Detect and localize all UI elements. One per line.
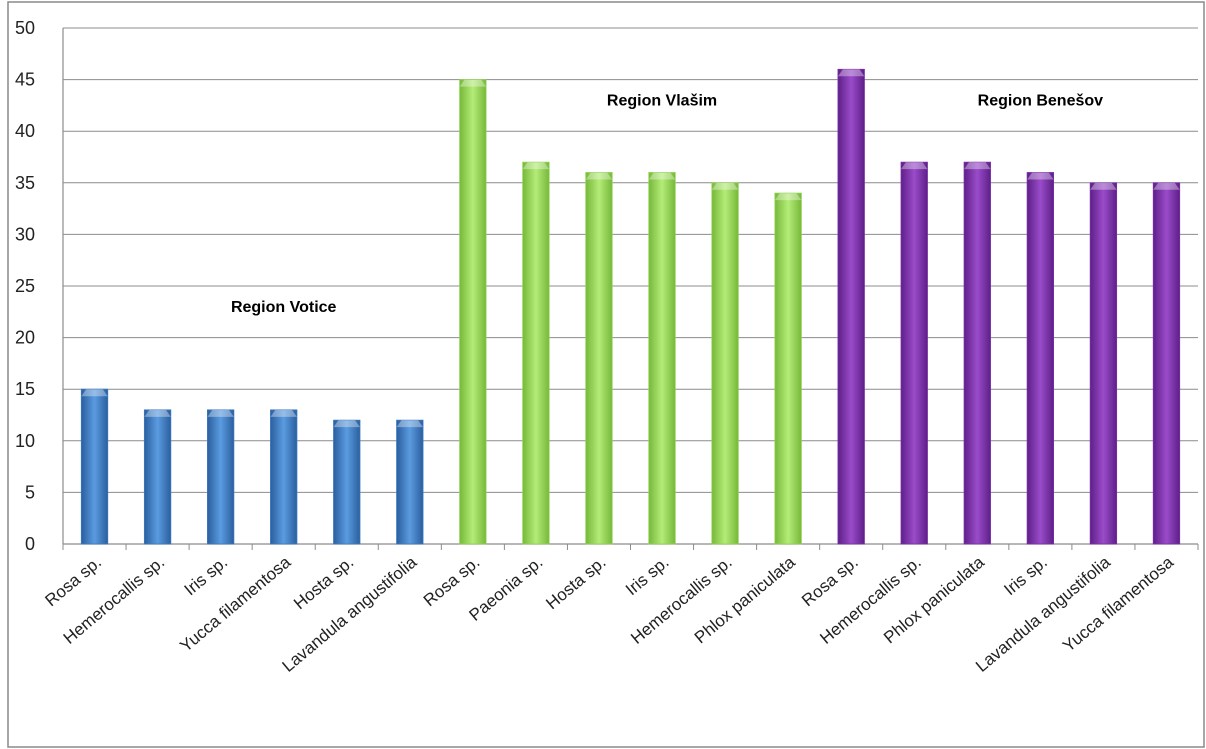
bar <box>206 409 235 545</box>
bar-cap <box>648 172 676 180</box>
bar-cap <box>1027 172 1054 180</box>
bar <box>522 161 550 545</box>
y-tick-label: 45 <box>15 70 35 90</box>
bar <box>585 172 613 545</box>
bar <box>270 409 298 545</box>
bar-cap <box>901 162 928 170</box>
bar <box>837 68 865 545</box>
bar <box>396 419 424 545</box>
y-tick-label: 25 <box>15 276 35 296</box>
bar <box>774 192 802 545</box>
bar <box>1089 182 1118 545</box>
y-tick-label: 40 <box>15 121 35 141</box>
bar-cap <box>1090 182 1117 190</box>
bar <box>648 172 676 545</box>
bar-cap <box>396 420 424 428</box>
bar <box>80 388 109 545</box>
bar-cap <box>774 193 802 201</box>
bar-cap <box>585 172 613 180</box>
bar-cap <box>711 182 739 190</box>
y-tick-label: 30 <box>15 224 35 244</box>
bar-cap <box>144 409 171 417</box>
bar <box>143 409 172 545</box>
region-label: Region Vlašim <box>607 92 717 109</box>
region-label: Region Votice <box>231 299 337 316</box>
bar <box>459 79 487 545</box>
bar-cap <box>207 409 234 417</box>
bar <box>1026 172 1055 545</box>
bar-cap <box>270 409 297 417</box>
bar-cap <box>522 162 550 170</box>
bars <box>80 68 1181 545</box>
y-tick-label: 5 <box>25 482 35 502</box>
y-tick-label: 0 <box>25 534 35 554</box>
bar <box>711 182 739 545</box>
bar-cap <box>81 389 108 397</box>
bar-cap <box>964 162 991 170</box>
bar-cap <box>1153 182 1180 190</box>
y-tick-label: 20 <box>15 328 35 348</box>
y-tick-label: 15 <box>15 379 35 399</box>
y-tick-label: 50 <box>15 18 35 38</box>
y-tick-label: 10 <box>15 431 35 451</box>
bar-cap <box>333 420 360 428</box>
bar <box>1152 182 1181 545</box>
y-tick-label: 35 <box>15 173 35 193</box>
bar-cap <box>837 69 865 77</box>
bar-cap <box>459 79 487 87</box>
region-label: Region Benešov <box>978 92 1103 109</box>
axes <box>62 28 1199 550</box>
bar <box>963 161 991 545</box>
gridlines <box>63 27 1198 493</box>
bar <box>900 161 928 545</box>
bar <box>333 419 361 545</box>
